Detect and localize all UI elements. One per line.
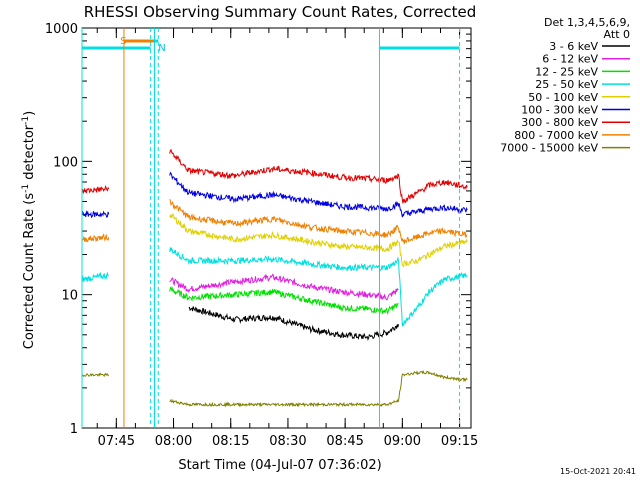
series-line [81,210,110,219]
x-tick-label: 08:00 [155,434,192,449]
series-line [169,148,468,204]
series-800-7000-kev [81,198,468,245]
legend-label: 100 - 300 keV [521,104,598,117]
series-line [169,247,468,327]
plot-frame [81,27,472,429]
legend-label: 6 - 12 keV [542,53,598,66]
y-axis-label-mid: detector [22,124,37,184]
series-line [81,372,110,378]
series-12-25-kev [169,286,399,316]
series-100-300-kev [81,171,468,219]
series-25-50-kev [81,247,468,327]
detector-info-line2: Att 0 [604,28,630,41]
legend-label: 3 - 6 keV [549,40,598,53]
series-line [169,370,468,408]
x-axis-label: Start Time (04-Jul-07 07:36:02) [178,458,381,473]
detector-info-line1: Det 1,3,4,5,6,9, [544,16,630,29]
legend-label: 800 - 7000 keV [514,129,598,142]
x-tick-label: 07:45 [98,434,135,449]
flag-label-s: S [120,36,126,47]
y-axis-label-main: Corrected Count Rate (s [22,193,37,350]
series-line [169,171,468,218]
series-line [81,271,110,282]
y-tick-label: 100 [53,155,78,170]
chart-title: RHESSI Observing Summary Count Rates, Co… [84,3,477,21]
series-300-800-kev [81,148,468,204]
legend-label: 300 - 800 keV [521,116,598,129]
series-6-12-kev [169,273,399,301]
y-tick-label: 1000 [45,22,78,37]
series-7000-15000-kev [81,370,468,408]
x-tick-label: 08:30 [269,434,306,449]
series-50-100-kev [169,212,468,268]
flag-label-n: N [158,43,165,54]
y-axis-label-sup2: -1 [21,116,31,125]
legend-label: 12 - 25 keV [535,65,598,78]
axis-ticks: 1 10 100 1000 07:45 08:00 08:15 08:30 08:45 09:00… [45,22,478,449]
series-line [169,198,468,245]
series-line [188,306,399,342]
series-line [81,184,110,195]
y-tick-label: 10 [61,289,78,304]
y-tick-label: 1 [70,422,78,437]
series-3-6-kev [188,306,399,342]
x-tick-label: 08:45 [326,434,363,449]
x-tick-label: 08:15 [212,434,249,449]
series-line [169,212,468,268]
series-line [169,273,399,301]
legend-label: 25 - 50 keV [535,78,598,91]
y-axis-label: Corrected Count Rate (s-1 detector-1) [21,111,37,349]
x-tick-label: 09:00 [384,434,421,449]
footer-date: 15-Oct-2021 20:41 [560,467,636,476]
series-layer [81,148,468,408]
legend-label: 7000 - 15000 keV [500,142,598,155]
x-tick-label: 09:15 [441,434,478,449]
y-axis-label-end: ) [22,111,37,116]
y-axis-label-sup: -1 [21,184,31,193]
series-line [81,233,110,243]
series-line [169,286,399,316]
flags-layer: SN [81,28,461,428]
legend-label: 50 - 100 keV [528,91,598,104]
